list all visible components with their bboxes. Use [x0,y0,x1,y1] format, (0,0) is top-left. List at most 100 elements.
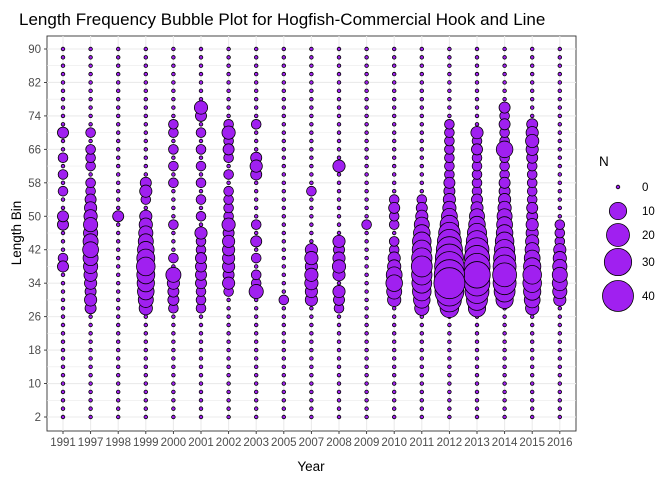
bubble [364,331,369,336]
bubble [223,169,234,180]
bubble [281,80,286,85]
legend-label: 30 [642,257,655,269]
bubble [115,247,121,252]
bubble [447,322,452,328]
bubble [115,356,121,361]
bubble [557,306,562,311]
bubble [463,261,491,289]
bubble [309,105,314,110]
bubble [281,239,286,244]
bubble [88,46,93,52]
bubble [502,414,507,420]
bubble [309,322,314,328]
bubble [198,364,204,370]
x-tick-label: 2008 [326,437,352,449]
bubble [336,414,342,420]
bubble [281,188,286,194]
bubble [115,205,121,211]
bubble [309,80,314,85]
bubble [309,406,314,411]
bubble [88,372,93,378]
bubble [557,130,562,135]
bubble [474,80,480,85]
x-tick-label: 2007 [299,437,325,449]
bubble [502,347,507,353]
bubble [530,46,535,52]
bubble [419,414,424,420]
bubble [557,398,562,403]
bubble [336,96,342,102]
bubble [336,55,342,60]
bubble [281,113,286,119]
bubble [447,331,452,336]
bubble [336,138,342,144]
bubble [392,314,397,319]
bubble [281,247,286,252]
bubble [115,122,121,127]
bubble [60,272,66,278]
bubble [304,267,319,282]
bubble [171,398,176,403]
bubble [254,80,259,85]
bubble [226,314,231,319]
bubble [281,138,286,144]
bubble [198,205,204,211]
bubble [226,364,231,370]
bubble [143,55,148,60]
bubble [336,205,342,211]
bubble [419,406,424,411]
bubble [198,356,204,361]
bubble [502,372,507,378]
bubble [388,236,400,247]
bubble [474,88,480,94]
bubble [419,381,424,386]
bubble [60,239,66,244]
bubble [530,331,535,336]
bubble [419,188,424,194]
bubble [309,414,314,420]
bubble [115,71,121,77]
bubble [85,177,96,189]
bubble [254,130,259,135]
bubble [281,406,286,411]
bubble [309,180,314,186]
x-tick-label: 2002 [216,437,242,449]
bubble [143,414,148,420]
bubble [281,255,286,261]
bubble [419,389,424,395]
bubble [60,381,66,386]
bubble [433,267,466,300]
bubble [88,364,93,370]
bubble [226,80,231,85]
bubble [530,381,535,386]
bubble [364,364,369,370]
bubble [530,105,535,110]
bubble [143,113,148,119]
bubble [309,55,314,60]
bubble [392,322,397,328]
bubble [309,306,314,311]
legend-label: 20 [642,230,655,242]
bubble [115,364,121,370]
bubble [115,280,121,286]
bubble [88,347,93,353]
bubble [364,155,369,160]
bubble [198,339,204,344]
x-tick-label: 2013 [464,437,490,449]
x-tick-label: 2009 [354,437,380,449]
bubble [419,55,424,60]
bubble [502,96,507,102]
bubble [502,398,507,403]
bubble [392,105,397,110]
bubble [474,331,480,336]
bubble [60,55,66,60]
bubble [115,96,121,102]
bubble [474,372,480,378]
bubble [198,172,204,177]
bubble [226,356,231,361]
bubble [115,297,121,303]
bubble [304,251,319,266]
y-tick-label: 50 [28,211,41,223]
bubble [336,197,342,202]
bubble [392,88,397,94]
